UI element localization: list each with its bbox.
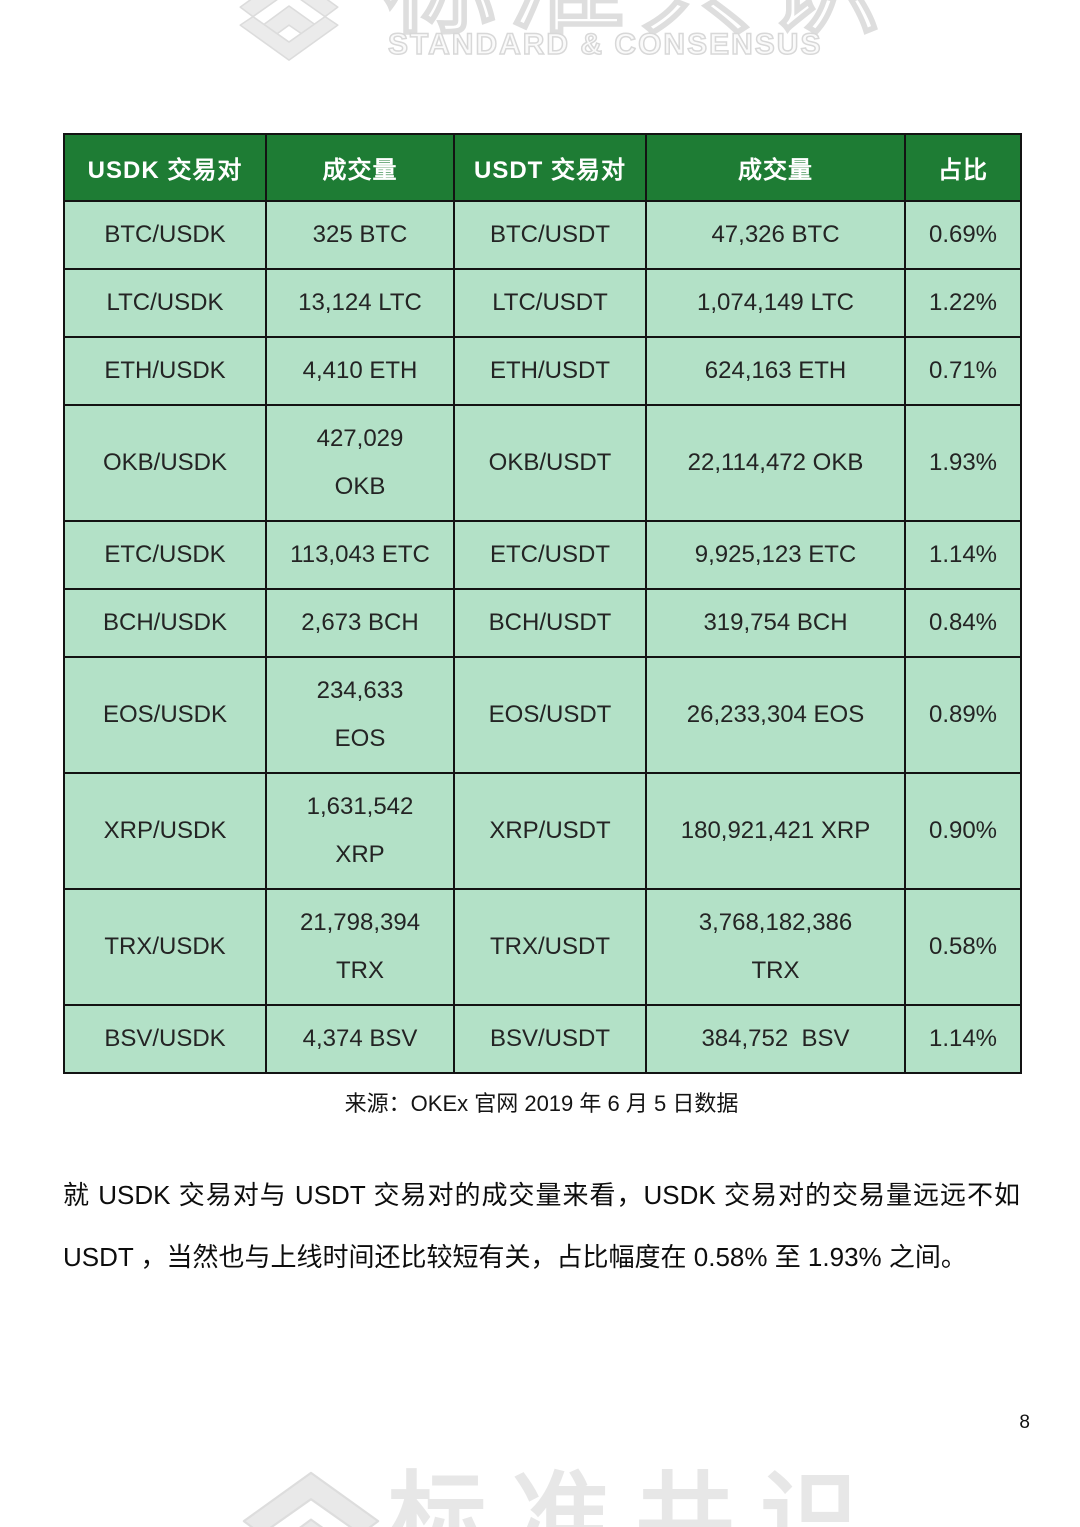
cell-usdk-volume: 234,633 EOS: [265, 656, 455, 774]
analysis-paragraph: 就 USDK 交易对与 USDT 交易对的成交量来看，USDK 交易对的交易量远…: [63, 1180, 1020, 1272]
watermark-brand-en: STANDARD & CONSENSUS: [387, 28, 823, 61]
brand-logo-icon: [242, 1471, 380, 1527]
table-source-caption: 来源：OKEx 官网 2019 年 6 月 5 日数据: [344, 1091, 739, 1116]
cell-usdt-pair: BTC/USDT: [453, 200, 647, 270]
cell-ratio: 0.89%: [904, 656, 1022, 774]
table-row: XRP/USDK 1,631,542 XRP XRP/USDT 180,921,…: [63, 772, 1022, 890]
brand-logo-icon: [239, 0, 339, 61]
cell-ratio: 0.90%: [904, 772, 1022, 890]
cell-usdt-volume: 22,114,472 OKB: [645, 404, 906, 522]
cell-usdk-volume: 325 BTC: [265, 200, 455, 270]
header-usdk-pair: USDK 交易对: [63, 133, 267, 202]
cell-usdk-volume: 4,374 BSV: [265, 1004, 455, 1074]
table-row: BCH/USDK 2,673 BCH BCH/USDT 319,754 BCH …: [63, 588, 1022, 658]
cell-ratio: 1.14%: [904, 1004, 1022, 1074]
cell-usdk-pair: BSV/USDK: [63, 1004, 267, 1074]
cell-usdk-pair: BTC/USDK: [63, 200, 267, 270]
cell-ratio: 1.14%: [904, 520, 1022, 590]
cell-usdk-pair: EOS/USDK: [63, 656, 267, 774]
cell-usdk-volume: 427,029 OKB: [265, 404, 455, 522]
table-row: EOS/USDK 234,633 EOS EOS/USDT 26,233,304…: [63, 656, 1022, 774]
cell-usdk-pair: ETC/USDK: [63, 520, 267, 590]
cell-usdt-volume: 384,752 BSV: [645, 1004, 906, 1074]
table-row: ETH/USDK 4,410 ETH ETH/USDT 624,163 ETH …: [63, 336, 1022, 406]
cell-usdk-pair: ETH/USDK: [63, 336, 267, 406]
table-row: TRX/USDK 21,798,394 TRX TRX/USDT 3,768,1…: [63, 888, 1022, 1006]
cell-usdt-pair: BSV/USDT: [453, 1004, 647, 1074]
page-number: 8: [1019, 1412, 1030, 1433]
cell-usdt-volume: 319,754 BCH: [645, 588, 906, 658]
watermark-brand-cn-top: 标准共识: [382, 0, 895, 43]
cell-usdt-pair: LTC/USDT: [453, 268, 647, 338]
header-ratio: 占比: [904, 133, 1022, 202]
cell-usdk-pair: OKB/USDK: [63, 404, 267, 522]
cell-ratio: 0.84%: [904, 588, 1022, 658]
table-row: OKB/USDK 427,029 OKB OKB/USDT 22,114,472…: [63, 404, 1022, 522]
cell-usdt-pair: OKB/USDT: [453, 404, 647, 522]
cell-usdt-pair: BCH/USDT: [453, 588, 647, 658]
cell-usdt-pair: ETC/USDT: [453, 520, 647, 590]
cell-usdt-volume: 3,768,182,386 TRX: [645, 888, 906, 1006]
cell-usdk-pair: BCH/USDK: [63, 588, 267, 658]
cell-usdt-pair: XRP/USDT: [453, 772, 647, 890]
cell-usdk-pair: LTC/USDK: [63, 268, 267, 338]
cell-usdt-pair: EOS/USDT: [453, 656, 647, 774]
cell-usdk-volume: 21,798,394 TRX: [265, 888, 455, 1006]
cell-usdt-pair: ETH/USDT: [453, 336, 647, 406]
table-row: BTC/USDK 325 BTC BTC/USDT 47,326 BTC 0.6…: [63, 200, 1022, 270]
cell-usdk-volume: 13,124 LTC: [265, 268, 455, 338]
cell-ratio: 0.69%: [904, 200, 1022, 270]
table-row: LTC/USDK 13,124 LTC LTC/USDT 1,074,149 L…: [63, 268, 1022, 338]
cell-usdt-volume: 47,326 BTC: [645, 200, 906, 270]
cell-usdt-pair: TRX/USDT: [453, 888, 647, 1006]
header-usdt-volume: 成交量: [645, 133, 906, 202]
cell-usdt-volume: 26,233,304 EOS: [645, 656, 906, 774]
cell-usdk-pair: TRX/USDK: [63, 888, 267, 1006]
cell-usdt-volume: 180,921,421 XRP: [645, 772, 906, 890]
cell-ratio: 0.71%: [904, 336, 1022, 406]
cell-usdk-volume: 113,043 ETC: [265, 520, 455, 590]
table-header-row: USDK 交易对 成交量 USDT 交易对 成交量 占比: [63, 133, 1022, 202]
header-usdk-volume: 成交量: [265, 133, 455, 202]
table-row: ETC/USDK 113,043 ETC ETC/USDT 9,925,123 …: [63, 520, 1022, 590]
cell-usdt-volume: 1,074,149 LTC: [645, 268, 906, 338]
cell-usdt-volume: 624,163 ETH: [645, 336, 906, 406]
cell-ratio: 1.22%: [904, 268, 1022, 338]
cell-usdk-volume: 1,631,542 XRP: [265, 772, 455, 890]
header-usdt-pair: USDT 交易对: [453, 133, 647, 202]
cell-usdk-volume: 2,673 BCH: [265, 588, 455, 658]
volume-comparison-table: USDK 交易对 成交量 USDT 交易对 成交量 占比 BTC/USDK 32…: [63, 133, 1022, 1074]
watermark-brand-cn-bottom: 标准共识: [388, 1463, 885, 1527]
cell-usdk-volume: 4,410 ETH: [265, 336, 455, 406]
cell-ratio: 0.58%: [904, 888, 1022, 1006]
table-row: BSV/USDK 4,374 BSV BSV/USDT 384,752 BSV …: [63, 1004, 1022, 1074]
cell-usdk-pair: XRP/USDK: [63, 772, 267, 890]
cell-usdt-volume: 9,925,123 ETC: [645, 520, 906, 590]
cell-ratio: 1.93%: [904, 404, 1022, 522]
